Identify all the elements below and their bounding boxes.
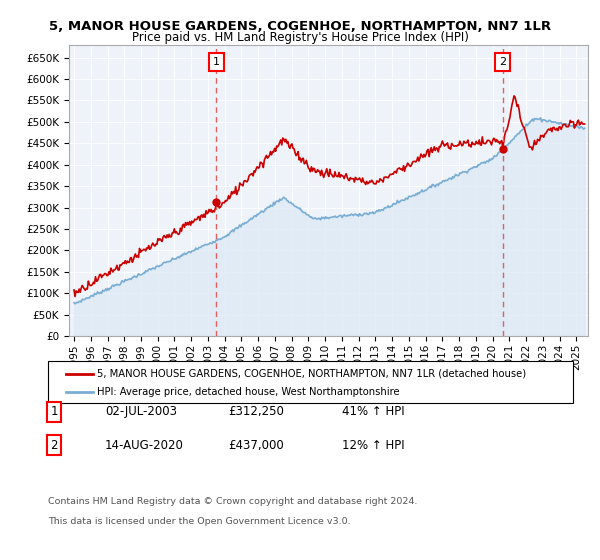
- Text: 02-JUL-2003: 02-JUL-2003: [105, 405, 177, 418]
- Text: 14-AUG-2020: 14-AUG-2020: [105, 438, 184, 452]
- Text: £312,250: £312,250: [228, 405, 284, 418]
- Text: 5, MANOR HOUSE GARDENS, COGENHOE, NORTHAMPTON, NN7 1LR (detached house): 5, MANOR HOUSE GARDENS, COGENHOE, NORTHA…: [97, 368, 526, 379]
- Text: 12% ↑ HPI: 12% ↑ HPI: [342, 438, 404, 452]
- Text: Price paid vs. HM Land Registry's House Price Index (HPI): Price paid vs. HM Land Registry's House …: [131, 31, 469, 44]
- Text: 2: 2: [50, 438, 58, 452]
- Text: 1: 1: [50, 405, 58, 418]
- Text: This data is licensed under the Open Government Licence v3.0.: This data is licensed under the Open Gov…: [48, 516, 350, 526]
- Text: 1: 1: [213, 57, 220, 67]
- Text: 41% ↑ HPI: 41% ↑ HPI: [342, 405, 404, 418]
- Text: HPI: Average price, detached house, West Northamptonshire: HPI: Average price, detached house, West…: [97, 387, 400, 397]
- Text: Contains HM Land Registry data © Crown copyright and database right 2024.: Contains HM Land Registry data © Crown c…: [48, 497, 418, 506]
- Text: 2: 2: [499, 57, 506, 67]
- Text: 5, MANOR HOUSE GARDENS, COGENHOE, NORTHAMPTON, NN7 1LR: 5, MANOR HOUSE GARDENS, COGENHOE, NORTHA…: [49, 20, 551, 32]
- Text: £437,000: £437,000: [228, 438, 284, 452]
